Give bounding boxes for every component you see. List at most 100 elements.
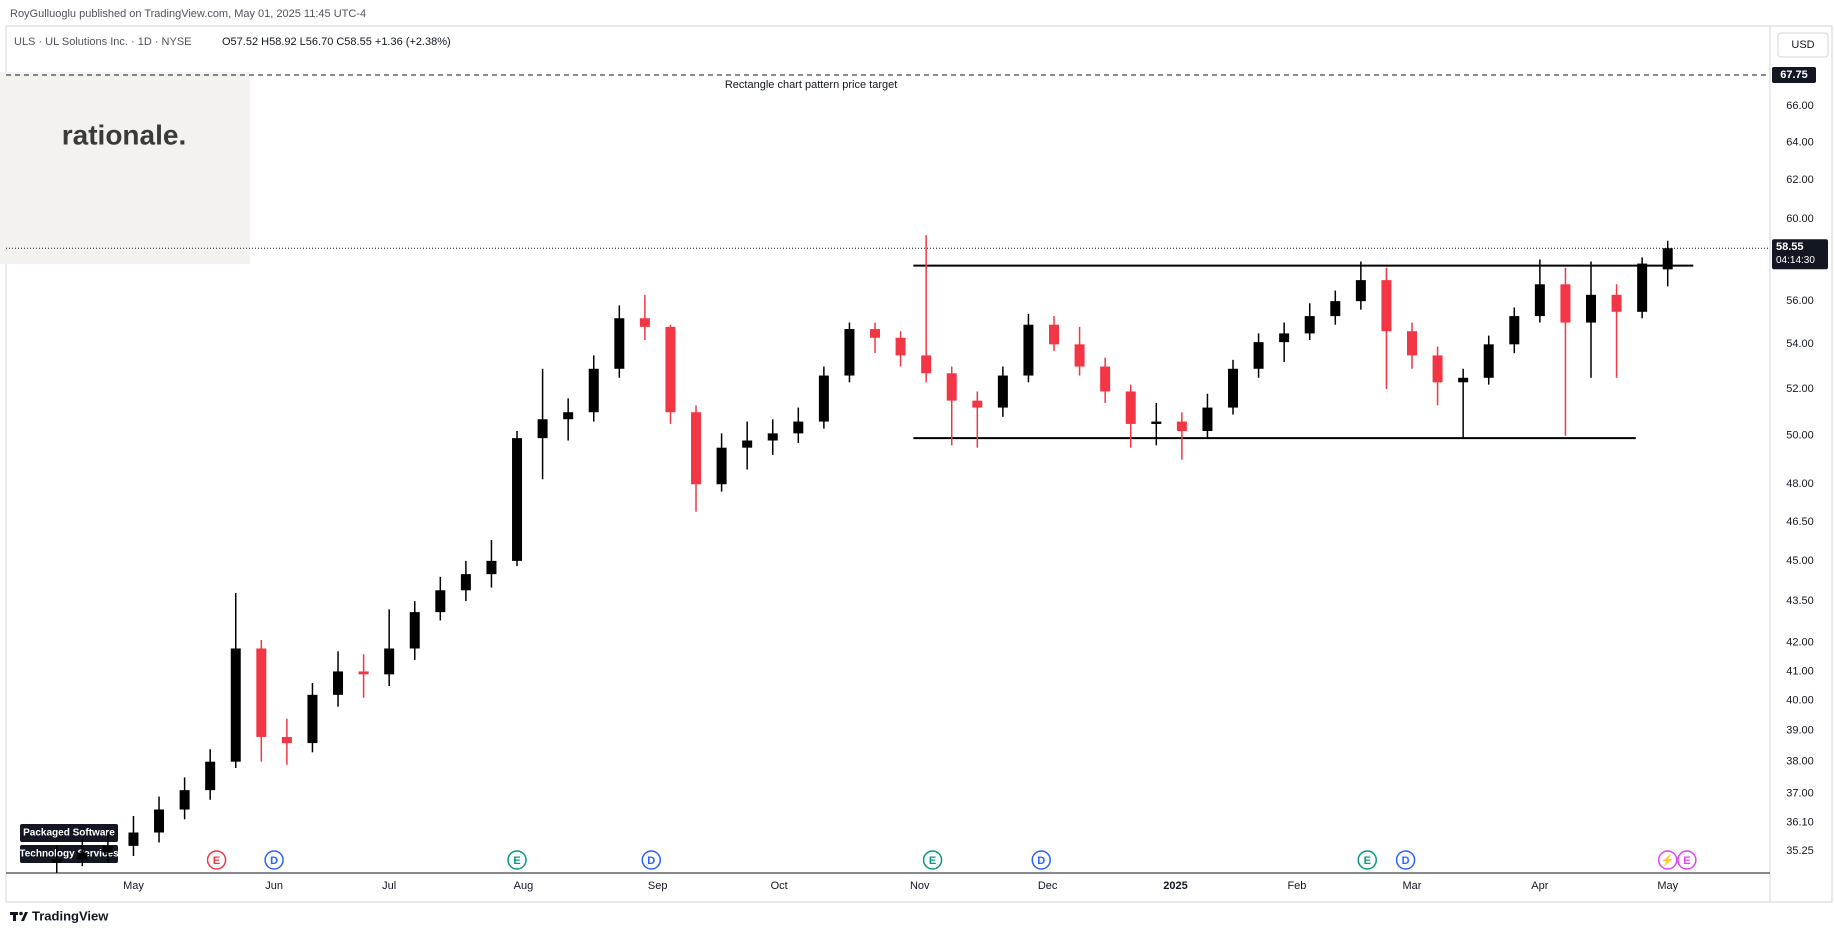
event-marker[interactable] [922, 850, 943, 870]
candle-body [1355, 280, 1366, 302]
y-tick-label: 43.50 [1786, 595, 1814, 607]
candle-body [230, 648, 241, 762]
candle-body [1074, 344, 1085, 367]
event-label: D [647, 855, 655, 867]
candle-body [921, 355, 932, 374]
x-tick-label: Dec [1038, 880, 1058, 892]
candle-body [1100, 366, 1111, 392]
y-tick-label: 45.00 [1786, 555, 1814, 567]
y-tick-label: 54.00 [1786, 338, 1814, 350]
candle-body [460, 574, 471, 591]
candle-body [77, 852, 88, 860]
candle-body [1023, 324, 1034, 376]
candle-body [384, 648, 395, 675]
candle-body [818, 375, 829, 422]
publisher: RoyGulluoglu published on TradingView.co… [10, 8, 366, 20]
candle-body [333, 671, 344, 695]
y-tick-label: 36.10 [1786, 817, 1814, 829]
candle-body [997, 375, 1008, 408]
candle-body [1125, 391, 1136, 424]
x-tick-label: Nov [910, 880, 930, 892]
event-marker[interactable] [206, 850, 227, 870]
candle-body [1304, 316, 1315, 334]
candle-body [691, 412, 702, 485]
candle-body [972, 400, 983, 408]
currency[interactable]: USD [1791, 39, 1814, 51]
event-label: E [213, 855, 220, 867]
candle-body [742, 440, 753, 448]
event-marker[interactable] [1657, 850, 1678, 870]
x-tick-label: 2025 [1163, 880, 1187, 892]
candle-body [1458, 377, 1469, 383]
sector-tag: Packaged Software [23, 828, 115, 839]
event-marker[interactable] [1357, 850, 1378, 870]
candle-body [1662, 248, 1673, 270]
candle-body [870, 329, 881, 338]
event-marker[interactable] [1395, 850, 1416, 870]
symbol-name: ULS · UL Solutions Inc. · 1D · NYSE [14, 36, 192, 48]
candle-body [1202, 407, 1213, 432]
y-tick-label: 48.00 [1786, 478, 1814, 490]
logo-box [0, 72, 250, 264]
x-tick-label: Aug [514, 880, 534, 892]
candle-body [1637, 263, 1648, 312]
event-marker[interactable] [641, 850, 662, 870]
price-box [1772, 66, 1816, 83]
candle-body [767, 433, 778, 441]
event-marker[interactable] [1677, 850, 1697, 870]
candle-body [1432, 355, 1443, 383]
x-tick-label: May [1657, 880, 1678, 892]
candle-body [1534, 284, 1545, 317]
event-label: D [270, 855, 278, 867]
candle-body [1279, 333, 1290, 343]
y-tick-label: 38.00 [1786, 756, 1814, 768]
target-price: 67.75 [1780, 69, 1808, 81]
candle-body [307, 694, 318, 744]
candle-body [1381, 280, 1392, 332]
x-tick-label: Oct [771, 880, 788, 892]
candle-body [946, 373, 957, 401]
logo: rationale. [62, 119, 186, 150]
y-tick-label: 41.00 [1786, 665, 1814, 677]
event-label: ⚡ [1661, 854, 1675, 867]
event-label: D [1037, 855, 1045, 867]
candle-body [716, 447, 727, 485]
ohlc: O57.52 H58.92 L56.70 C58.55 +1.36 (+2.38… [222, 36, 451, 48]
candle-body [51, 859, 62, 863]
y-tick-label: 42.00 [1786, 637, 1814, 649]
candle-body [1049, 324, 1060, 345]
event-marker[interactable] [1031, 850, 1051, 870]
y-tick-label: 60.00 [1786, 213, 1814, 225]
candle-body [1611, 294, 1622, 312]
footer-logo [10, 911, 28, 921]
candle-body [486, 560, 497, 575]
event-label: E [1683, 855, 1690, 867]
currency-box[interactable] [1777, 32, 1829, 58]
candle-body [1483, 344, 1494, 378]
candle-body [1253, 342, 1264, 369]
candle-body [435, 590, 446, 613]
candle-body [1560, 284, 1571, 323]
candle-body [154, 809, 165, 833]
event-label: E [1364, 855, 1371, 867]
candle-body [1509, 316, 1520, 345]
candle-body [563, 412, 574, 420]
event-label: D [1402, 855, 1410, 867]
x-tick-label: Jul [382, 880, 396, 892]
candle-body [128, 832, 139, 846]
candle-body [102, 845, 113, 853]
chart-frame [5, 25, 1833, 903]
target-label: Rectangle chart pattern price target [725, 79, 897, 91]
y-tick-label: 40.00 [1786, 695, 1814, 707]
y-tick-label: 64.00 [1786, 136, 1814, 148]
event-label: E [513, 855, 520, 867]
y-tick-label: 52.00 [1786, 383, 1814, 395]
x-tick-label: Jun [265, 880, 283, 892]
x-tick-label: Apr [1531, 880, 1548, 892]
event-marker[interactable] [507, 850, 527, 870]
y-tick-label: 50.00 [1786, 430, 1814, 442]
y-tick-label: 35.25 [1786, 845, 1814, 857]
y-tick-label: 66.00 [1786, 100, 1814, 112]
event-marker[interactable] [264, 850, 284, 870]
